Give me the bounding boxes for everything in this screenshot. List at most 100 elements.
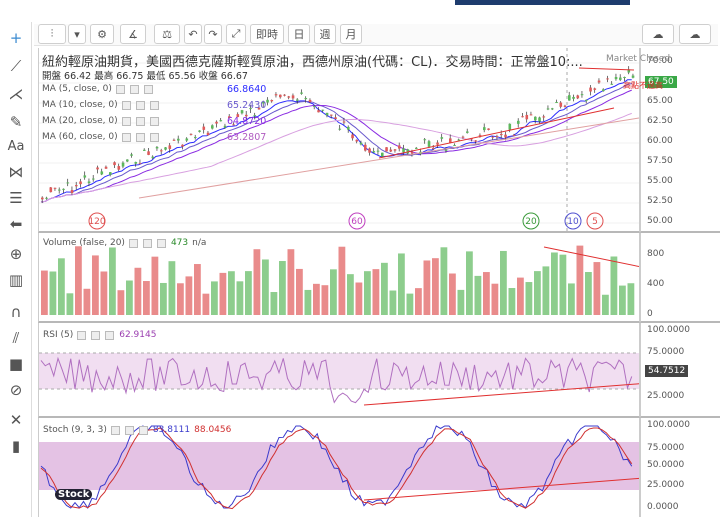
trendline: [543, 246, 639, 268]
volume-bar: [593, 262, 601, 315]
interval-realtime-button[interactable]: 即時: [250, 24, 284, 44]
candle-body: [568, 95, 571, 101]
interval-month-button[interactable]: 月: [340, 24, 362, 44]
price-pane[interactable]: 120 60 20 10 5: [38, 48, 640, 233]
stoch-axis: 100.0000 75.0000 50.0000 25.0000 0.0000: [640, 418, 720, 517]
candle-body: [423, 139, 427, 141]
volume-bar: [304, 289, 312, 315]
candle-body: [534, 116, 537, 121]
rsi-axis: 100.0000 75.0000 54.7512 25.0000: [640, 323, 720, 418]
lock-icon[interactable]: ■: [8, 355, 24, 373]
candle-body: [410, 152, 414, 154]
candle-body: [215, 121, 218, 124]
volume-bar: [347, 274, 354, 315]
candle-body: [555, 101, 558, 103]
stoch-legend[interactable]: Stoch (9, 3, 3) 83.8111 88.0456: [43, 425, 231, 435]
candle-body: [483, 127, 486, 131]
volume-bar: [585, 272, 592, 315]
candle-body: [436, 142, 439, 145]
candle-body: [321, 109, 325, 111]
pattern-icon[interactable]: ⋈: [8, 163, 24, 181]
magnet-icon[interactable]: ∩: [10, 303, 22, 321]
draw-mode-icon[interactable]: ⫽: [12, 329, 20, 347]
candle-body: [525, 114, 529, 120]
volume-bar: [245, 271, 252, 315]
cloud-download-icon[interactable]: ☁: [642, 24, 674, 44]
back-arrow-icon[interactable]: ⬅: [9, 215, 23, 233]
candle-body: [296, 99, 299, 101]
candle-body: [572, 96, 575, 99]
price-tick: 55.00: [647, 176, 673, 186]
trash-icon[interactable]: ▮: [11, 437, 21, 455]
volume-bar: [551, 252, 558, 315]
rsi-legend[interactable]: RSI (5) 62.9145: [43, 330, 156, 340]
crosshair-icon[interactable]: +: [9, 29, 23, 47]
ma-legend-row[interactable]: MA (10, close, 0) 65.2430: [42, 100, 266, 111]
candle-type-icon[interactable]: ⫶: [38, 24, 66, 44]
ma-legend-row[interactable]: MA (5, close, 0) 66.8640: [42, 84, 266, 95]
rsi-line: [40, 356, 633, 404]
volume-bar: [83, 288, 91, 315]
candle-body: [381, 152, 384, 157]
candle-body: [495, 136, 499, 138]
candle-body: [266, 99, 269, 103]
volume-bar: [151, 256, 159, 315]
candle-body: [274, 94, 278, 96]
candle-body: [619, 77, 622, 80]
cycle-marker-label: 5: [592, 217, 598, 227]
interval-week-button[interactable]: 週: [314, 24, 336, 44]
candle-body: [389, 149, 393, 152]
undo-icon[interactable]: ↶: [184, 24, 202, 44]
volume-bar: [398, 253, 405, 315]
candle-body: [355, 139, 359, 142]
fibonacci-icon[interactable]: ☰: [9, 189, 23, 207]
text-icon[interactable]: Aa: [7, 138, 25, 154]
volume-bar: [415, 288, 422, 315]
brush-icon[interactable]: ✎: [9, 113, 23, 131]
candle-body: [449, 138, 452, 143]
candle-body: [359, 142, 363, 145]
candle-body: [440, 137, 444, 139]
chevron-down-icon[interactable]: ▾: [68, 24, 86, 44]
candle-body: [317, 110, 320, 113]
candle-body: [160, 150, 163, 152]
rsi-pane[interactable]: [38, 323, 640, 418]
redo-icon[interactable]: ↷: [204, 24, 222, 44]
compare-icon[interactable]: ⚖: [154, 24, 180, 44]
trendline-icon[interactable]: ⟋: [10, 57, 22, 75]
fork-icon[interactable]: ⋌: [8, 85, 24, 103]
candle-body: [402, 148, 405, 153]
ma-legend-row[interactable]: MA (20, close, 0) 64.8720: [42, 116, 266, 127]
cloud-upload-icon[interactable]: ☁: [679, 24, 711, 44]
candle-body: [253, 115, 257, 117]
cycle-marker-label: 60: [351, 217, 363, 227]
zoom-icon[interactable]: ⊕: [9, 245, 23, 263]
volume-bar: [542, 266, 550, 315]
tools-icon[interactable]: ✕: [9, 411, 23, 429]
ma-value: 63.2807: [227, 131, 267, 143]
candle-body: [185, 138, 189, 141]
hide-icon[interactable]: ⊘: [9, 381, 23, 399]
candle-body: [257, 107, 261, 110]
volume-legend[interactable]: Volume (false, 20) 473 n/a: [43, 238, 206, 248]
volume-pane[interactable]: [38, 233, 640, 323]
cycle-marker: [348, 212, 366, 230]
ma-value: 65.2430: [227, 99, 267, 111]
candle-body: [104, 166, 108, 169]
interval-day-button[interactable]: 日: [288, 24, 310, 44]
volume-bar: [49, 271, 57, 315]
volume-bar: [168, 261, 176, 315]
fullscreen-icon[interactable]: ⤢: [226, 24, 246, 44]
ohlc-readout: 開盤 66.42 最高 66.75 最低 65.56 收盤 66.67: [42, 71, 248, 82]
settings-gear-icon[interactable]: ⚙: [90, 24, 114, 44]
candle-body: [432, 148, 435, 150]
candle-body: [143, 149, 146, 151]
trendline: [578, 67, 635, 71]
measure-icon[interactable]: ▥: [8, 271, 24, 289]
stoch-tick: 25.0000: [647, 480, 685, 490]
volume-bar: [117, 290, 125, 315]
price-axis: 70.00 67.50 65.00 62.50 60.00 57.50 55.0…: [640, 48, 720, 233]
ma-legend-row[interactable]: MA (60, close, 0) 63.2807: [42, 132, 266, 143]
candle-body: [623, 76, 626, 79]
indicators-icon[interactable]: ∡: [120, 24, 146, 44]
